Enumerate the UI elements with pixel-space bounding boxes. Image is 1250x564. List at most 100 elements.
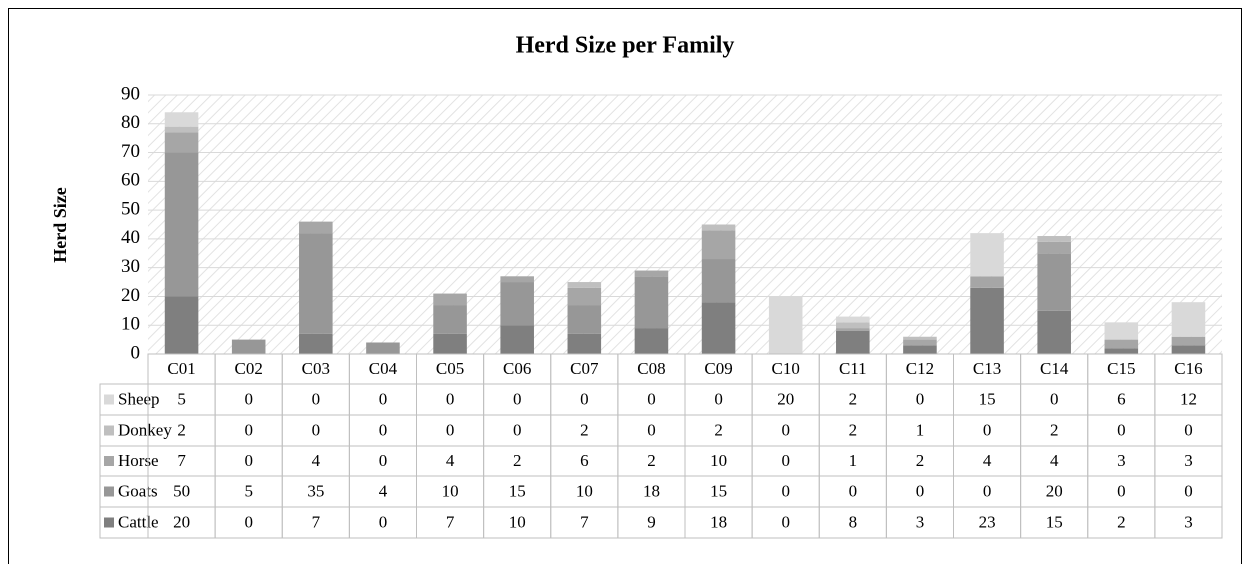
- y-tick-label: 10: [121, 314, 140, 335]
- table-value: 3: [916, 512, 925, 531]
- table-value: 0: [647, 389, 656, 408]
- table-value: 2: [647, 451, 656, 470]
- table-value: 0: [781, 451, 790, 470]
- x-tick-label: C09: [704, 359, 732, 378]
- table-value: 0: [379, 420, 388, 439]
- table-value: 0: [580, 389, 589, 408]
- table-value: 0: [312, 420, 321, 439]
- table-value: 20: [1046, 481, 1063, 500]
- table-value: 7: [312, 512, 321, 531]
- bar-segment: [634, 270, 669, 277]
- table-value: 0: [244, 389, 253, 408]
- legend-label: Cattle: [118, 512, 159, 531]
- table-value: 0: [513, 420, 522, 439]
- table-value: 0: [781, 481, 790, 500]
- chart-title: Herd Size per Family: [516, 33, 735, 59]
- bar-segment: [433, 333, 467, 354]
- bar-segment: [299, 333, 333, 354]
- chart-frame: [8, 8, 1242, 564]
- table-value: 0: [983, 481, 992, 500]
- bar-segment: [836, 316, 870, 323]
- table-value: 0: [1117, 481, 1126, 500]
- bar-segment: [970, 233, 1004, 277]
- y-tick-label: 70: [121, 141, 140, 162]
- bar-segment: [903, 339, 937, 346]
- bar-segment: [1104, 322, 1139, 340]
- bar-segment: [1171, 336, 1206, 346]
- y-tick-label: 60: [121, 170, 140, 191]
- table-value: 0: [1184, 481, 1193, 500]
- bar-segment: [970, 287, 1004, 354]
- bar-segment: [299, 233, 333, 334]
- bar-segment: [701, 224, 736, 231]
- bar-segment: [164, 152, 199, 297]
- x-tick-label: C08: [637, 359, 665, 378]
- bar-segment: [567, 333, 602, 354]
- table-value: 0: [244, 512, 253, 531]
- table-value: 23: [979, 512, 996, 531]
- bar-segment: [1104, 339, 1139, 349]
- bar-segment: [836, 330, 870, 354]
- table-value: 50: [173, 481, 190, 500]
- legend-key: [104, 394, 114, 405]
- legend-key: [104, 425, 114, 436]
- bar-segment: [1037, 241, 1071, 254]
- bar-segment: [567, 305, 602, 334]
- table-value: 7: [177, 451, 186, 470]
- table-value: 10: [442, 481, 459, 500]
- table-value: 3: [1184, 451, 1193, 470]
- table-value: 35: [307, 481, 324, 500]
- y-tick-label: 20: [121, 285, 140, 306]
- legend-key: [104, 486, 114, 497]
- table-value: 3: [1184, 512, 1193, 531]
- bar-segment: [836, 328, 870, 331]
- bar-segment: [500, 325, 534, 354]
- y-tick-label: 80: [121, 112, 140, 133]
- table-value: 6: [580, 451, 589, 470]
- bar-segment: [164, 112, 199, 127]
- table-value: 3: [1117, 451, 1126, 470]
- x-tick-label: C03: [302, 359, 330, 378]
- table-value: 4: [446, 451, 455, 470]
- legend-label: Horse: [118, 451, 159, 470]
- table-value: 0: [379, 512, 388, 531]
- y-tick-label: 40: [121, 227, 140, 248]
- legend-label: Goats: [118, 481, 158, 500]
- bar-segment: [634, 276, 669, 329]
- table-cell: [1154, 506, 1223, 539]
- table-value: 2: [1117, 512, 1126, 531]
- x-tick-label: C06: [503, 359, 531, 378]
- table-value: 7: [580, 512, 589, 531]
- bar-segment: [567, 287, 602, 306]
- x-tick-label: C12: [906, 359, 934, 378]
- bar-segment: [701, 259, 736, 303]
- bar-segment: [1037, 253, 1071, 311]
- table-value: 2: [714, 420, 723, 439]
- x-tick-label: C16: [1174, 359, 1202, 378]
- table-value: 7: [446, 512, 455, 531]
- table-value: 0: [849, 481, 858, 500]
- table-value: 2: [1050, 420, 1059, 439]
- table-value: 0: [714, 389, 723, 408]
- x-tick-label: C13: [973, 359, 1001, 378]
- table-value: 15: [979, 389, 996, 408]
- table-value: 9: [647, 512, 656, 531]
- table-value: 0: [446, 420, 455, 439]
- table-value: 0: [513, 389, 522, 408]
- bar-segment: [164, 126, 199, 133]
- x-tick-label: C05: [436, 359, 464, 378]
- bar-segment: [903, 345, 937, 354]
- x-tick-label: C02: [235, 359, 263, 378]
- bar-segment: [164, 132, 199, 153]
- legend-key: [104, 456, 114, 466]
- bar-segment: [1171, 345, 1206, 354]
- bar-segment: [500, 276, 534, 283]
- table-value: 0: [647, 420, 656, 439]
- x-tick-label: C15: [1107, 359, 1135, 378]
- legend-label: Sheep: [118, 389, 160, 408]
- bar-segment: [634, 328, 669, 354]
- table-value: 2: [580, 420, 589, 439]
- x-tick-label: C07: [570, 359, 599, 378]
- y-tick-label: 0: [131, 342, 141, 363]
